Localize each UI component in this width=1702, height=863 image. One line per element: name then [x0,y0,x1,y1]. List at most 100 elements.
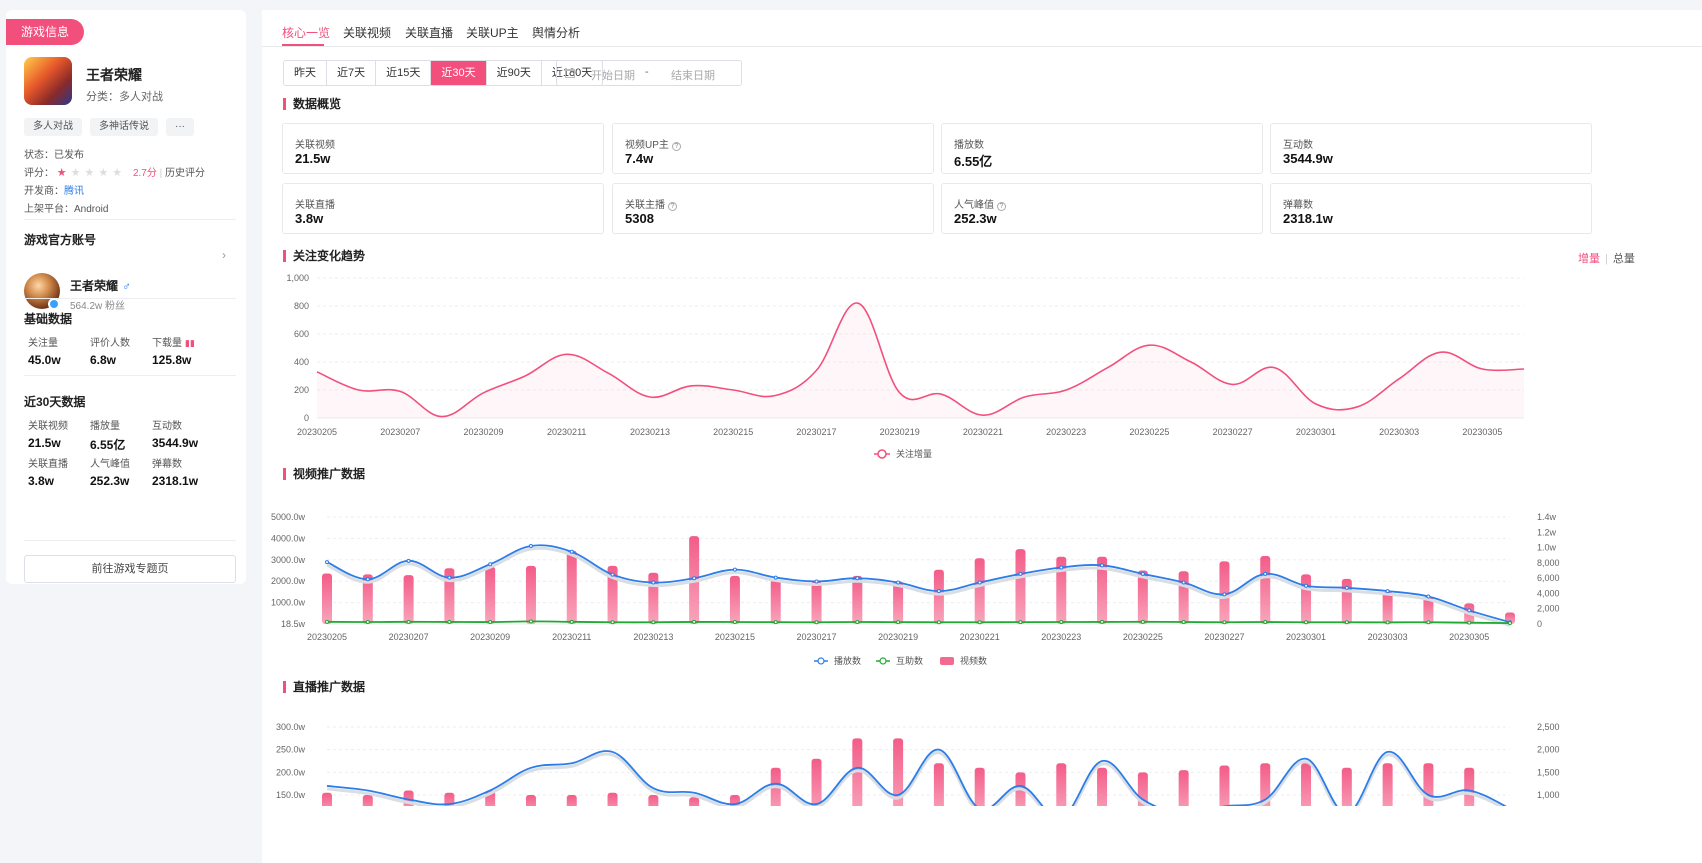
data-point [936,620,941,625]
range-90-days[interactable]: 近90天 [487,61,542,85]
platform-value: Android [74,204,109,215]
stat-plays: 播放量 6.55亿 [90,417,125,453]
data-point [1059,565,1064,570]
y-right-tick-label: 1.4w [1537,512,1557,522]
game-tags: 多人对战 多神话传说 ··· [24,118,194,136]
bar-chart-icon[interactable]: ▮▮ [185,338,195,348]
date-range-picker[interactable]: 开始日期 - 结束日期 [556,60,742,86]
bar-video-count [770,579,781,624]
card-label-text: 人气峰值 [954,200,994,211]
end-date-input[interactable]: 结束日期 [671,70,715,82]
range-30-days[interactable]: 近30天 [431,61,487,85]
y-tick-label: 0 [304,413,309,423]
range-7-days[interactable]: 近7天 [327,61,377,85]
account-name[interactable]: 王者荣耀 ♂ [70,277,131,294]
range-15-days[interactable]: 近15天 [376,61,432,85]
stat-value: 125.8w [152,353,192,367]
y-tick-label: 200 [294,385,309,395]
game-name: 王者荣耀 [86,67,142,83]
y-left-tick-label: 1000.0w [271,598,306,608]
help-icon[interactable]: ? [671,142,681,151]
bar-video-count [933,569,944,624]
range-yesterday[interactable]: 昨天 [284,61,327,85]
data-point [1140,619,1145,624]
tab-sentiment[interactable]: 舆情分析 [532,26,581,40]
stat-peak-popularity: 人气峰值 252.3w [90,455,130,488]
x-tick-label: 20230205 [297,427,337,437]
stat-related-videos: 关联视频 21.5w [28,417,68,450]
data-point [488,620,493,625]
history-rating-link[interactable]: 历史评分 [165,168,206,179]
data-point [855,576,860,581]
bar-video-count [1056,556,1067,624]
series-line-live [326,748,1507,806]
y-left-tick-label: 200.0w [276,767,306,777]
help-icon[interactable]: ? [668,202,677,211]
card-value: 252.3w [954,211,997,226]
data-point [1385,620,1390,625]
x-tick-label: 20230211 [552,632,591,642]
basic-data-title: 基础数据 [24,312,73,326]
data-point [1263,620,1268,625]
help-icon[interactable]: ? [997,202,1006,211]
card-label: 关联视频 [295,140,335,151]
bar-video-count [322,573,332,624]
card-plays: 播放数 6.55亿 [941,123,1263,174]
more-tags-chip[interactable]: ··· [166,118,194,136]
tab-related-videos[interactable]: 关联视频 [343,26,392,40]
data-point [732,620,737,625]
card-value: 3.8w [295,211,324,226]
bar-video-count [1341,578,1352,624]
tab-core-overview[interactable]: 核心一览 [282,26,331,40]
data-point [406,619,411,624]
stat-interactions: 互动数 3544.9w [152,417,198,450]
live-promo-chart: 150.0w 200.0w 250.0w 300.0w 1,000 1,500 2,000 2… [276,722,1560,806]
date-range-group: 昨天 近7天 近15天 近30天 近90天 近180天 [283,60,604,86]
card-label: 互动数 [1283,140,1313,151]
toggle-total[interactable]: 总量 [1612,253,1635,265]
bar-live-count [1097,767,1108,806]
data-point [732,567,737,572]
y-right-tick-label: 2,000 [1537,745,1560,755]
bar-video-count [485,566,496,624]
card-value: 21.5w [295,151,331,166]
data-point [569,549,574,554]
bar-video-count [1097,556,1108,624]
bar-video-count [525,565,536,624]
tab-related-lives[interactable]: 关联直播 [405,26,454,40]
calendar-icon [565,69,575,78]
developer-link[interactable]: 腾讯 [64,186,84,197]
card-value: 2318.1w [1283,211,1333,226]
y-left-tick-label: 3000.0w [271,555,306,565]
data-point [936,589,941,594]
tab-related-up[interactable]: 关联UP主 [466,26,519,40]
start-date-input[interactable]: 开始日期 [591,70,635,82]
chevron-right-icon[interactable]: › [222,248,226,262]
divider [24,540,236,541]
y-right-tick-label: 1,000 [1537,790,1560,800]
divider [24,219,236,220]
bar-video-count [648,572,659,624]
data-point [569,619,574,624]
data-point [1222,592,1227,597]
stat-follow: 关注量 45.0w [28,334,61,367]
x-tick-label: 20230207 [389,632,429,642]
range-180-days[interactable]: 近180天 [551,67,593,79]
data-point [692,619,697,624]
stat-label: 评价人数 [90,338,130,349]
follow-trend-title: 关注变化趋势 [283,250,365,262]
data-point [1304,620,1309,625]
data-point [1181,580,1186,585]
game-tag-chip[interactable]: 多神话传说 [90,118,158,136]
bar-live-count [362,795,373,806]
toggle-increment[interactable]: 增量 [1578,253,1600,265]
x-tick-label: 20230223 [1046,427,1086,437]
game-tag-chip[interactable]: 多人对战 [24,118,82,136]
y-tick-label: 800 [294,301,309,311]
card-label: 播放数 [954,140,984,151]
goto-game-topic-button[interactable]: 前往游戏专题页 [24,555,236,583]
date-separator: - [645,66,649,78]
card-video-up: 视频UP主? 7.4w [612,123,934,174]
x-tick-label: 20230227 [1213,427,1253,437]
official-account-title[interactable]: 游戏官方账号 [24,233,97,247]
